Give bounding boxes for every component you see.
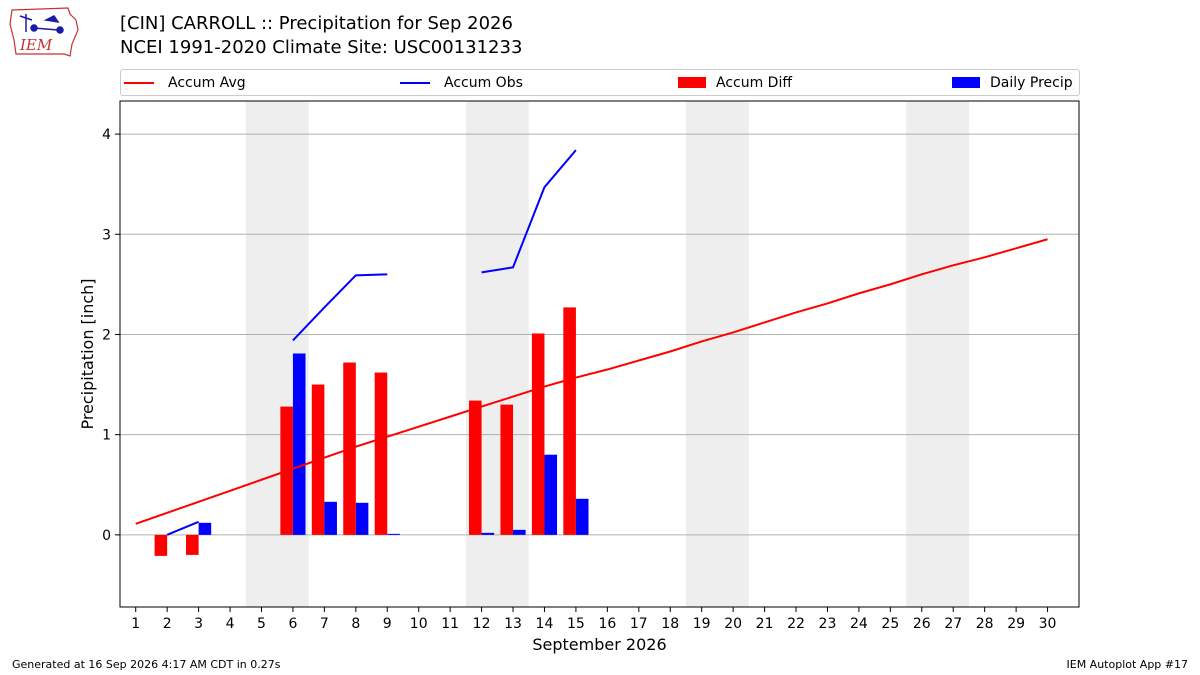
y-tick-label: 2	[102, 327, 111, 343]
legend-item-daily-precip: Daily Precip	[952, 70, 1073, 95]
footer-generated: Generated at 16 Sep 2026 4:17 AM CDT in …	[12, 658, 281, 671]
legend-label: Accum Obs	[444, 74, 523, 91]
x-tick-label: 15	[567, 616, 585, 632]
weekend-shade	[685, 101, 749, 607]
daily-precip-bar	[575, 498, 589, 535]
plot-frame	[119, 100, 1080, 608]
legend-item-accum-avg: Accum Avg	[124, 70, 246, 95]
daily-precip-bar	[198, 522, 212, 535]
x-axis-label: September 2026	[532, 635, 666, 654]
x-tick-label: 17	[630, 616, 648, 632]
x-tick-label: 16	[598, 616, 616, 632]
x-tick-label: 12	[473, 616, 491, 632]
legend-item-accum-diff: Accum Diff	[678, 70, 792, 95]
weekend-shade	[906, 101, 969, 607]
weekend-shade	[465, 101, 529, 607]
accum-diff-bar	[186, 534, 199, 555]
x-tick-label: 20	[724, 616, 742, 632]
daily-precip-bar	[544, 454, 558, 535]
legend-label: Accum Diff	[716, 74, 793, 91]
legend-swatch	[124, 81, 154, 84]
legend-swatch	[678, 77, 706, 88]
y-axis-label: Precipitation [inch]	[78, 278, 97, 429]
x-tick-label: 18	[661, 616, 679, 632]
accum-diff-bar	[311, 384, 325, 535]
accum-obs-line	[481, 149, 577, 274]
x-tick-label: 30	[1039, 616, 1057, 632]
x-tick-label: 27	[944, 616, 962, 632]
x-tick-label: 11	[441, 616, 459, 632]
daily-precip-bar	[481, 532, 495, 535]
accum-diff-bar	[280, 406, 293, 535]
legend-swatch	[952, 77, 980, 88]
chart-title: [CIN] CARROLL :: Precipitation for Sep 2…	[120, 13, 513, 34]
x-tick-label: 5	[257, 616, 266, 632]
accum-obs-line	[166, 520, 199, 536]
x-tick-label: 7	[320, 616, 329, 632]
legend: Accum Avg Accum Obs Accum Diff Daily Pre…	[120, 69, 1080, 96]
x-tick-label: 6	[288, 616, 297, 632]
x-tick-label: 4	[226, 616, 235, 632]
legend-swatch	[400, 81, 430, 84]
x-tick-label: 3	[194, 616, 203, 632]
legend-label: Accum Avg	[168, 74, 246, 91]
x-tick-label: 24	[850, 616, 868, 632]
weekend-shade	[245, 101, 309, 607]
daily-precip-bar	[324, 501, 337, 535]
x-tick-label: 23	[819, 616, 837, 632]
accum-diff-bar	[500, 404, 514, 535]
y-tick-label: 0	[102, 528, 111, 544]
x-tick-label: 13	[504, 616, 522, 632]
accum-diff-bar	[531, 333, 545, 535]
accum-diff-bar	[154, 534, 168, 556]
accum-obs-line	[292, 273, 388, 342]
x-tick-label: 21	[756, 616, 774, 632]
x-tick-label: 8	[351, 616, 360, 632]
x-tick-label: 14	[536, 616, 554, 632]
x-tick-label: 9	[383, 616, 392, 632]
footer-app: IEM Autoplot App #17	[1066, 658, 1189, 671]
y-tick-label: 4	[102, 127, 111, 143]
accum-diff-bar	[469, 400, 482, 535]
x-tick-label: 25	[881, 616, 899, 632]
iem-logo: IEM	[9, 7, 79, 57]
chart-subtitle: NCEI 1991-2020 Climate Site: USC00131233	[120, 37, 523, 58]
daily-precip-bar	[387, 533, 400, 535]
x-tick-label: 29	[1007, 616, 1025, 632]
daily-precip-bar	[355, 502, 369, 535]
accum-diff-bar	[374, 372, 388, 535]
legend-item-accum-obs: Accum Obs	[400, 70, 523, 95]
y-tick-label: 3	[102, 227, 111, 243]
x-tick-label: 2	[163, 616, 172, 632]
y-tick-label: 1	[102, 428, 111, 444]
x-tick-label: 22	[787, 616, 805, 632]
accum-diff-bar	[343, 362, 356, 535]
accum-diff-bar	[563, 307, 576, 535]
daily-precip-bar	[292, 353, 306, 535]
x-tick-label: 26	[913, 616, 931, 632]
x-tick-label: 1	[131, 616, 140, 632]
accum-avg-line	[135, 238, 1048, 525]
logo-text: IEM	[19, 36, 53, 54]
legend-label: Daily Precip	[990, 74, 1073, 91]
x-tick-label: 10	[410, 616, 428, 632]
x-tick-label: 28	[976, 616, 994, 632]
x-tick-label: 19	[693, 616, 711, 632]
daily-precip-bar	[513, 529, 526, 535]
